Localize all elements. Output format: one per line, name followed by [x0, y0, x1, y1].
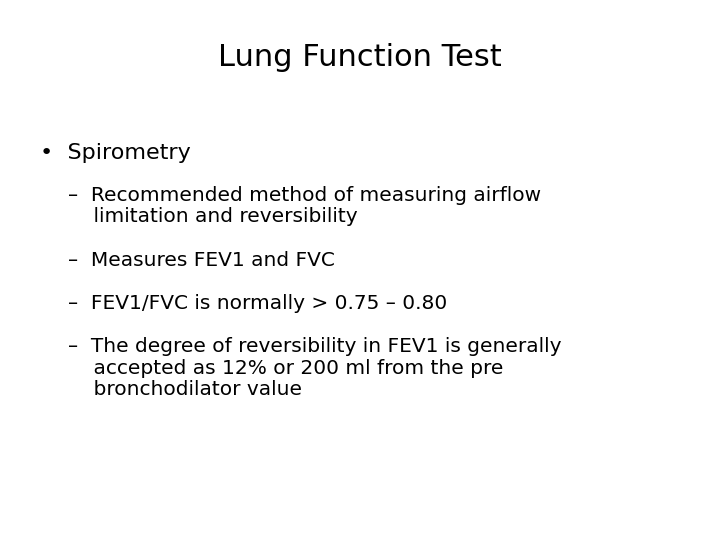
- Text: –  The degree of reversibility in FEV1 is generally: – The degree of reversibility in FEV1 is…: [68, 338, 562, 356]
- Text: bronchodilator value: bronchodilator value: [68, 380, 302, 399]
- Text: –  Measures FEV1 and FVC: – Measures FEV1 and FVC: [68, 251, 336, 270]
- Text: limitation and reversibility: limitation and reversibility: [68, 207, 358, 226]
- Text: –  FEV1/FVC is normally > 0.75 – 0.80: – FEV1/FVC is normally > 0.75 – 0.80: [68, 294, 448, 313]
- Text: accepted as 12% or 200 ml from the pre: accepted as 12% or 200 ml from the pre: [68, 359, 504, 377]
- Text: –  Recommended method of measuring airflow: – Recommended method of measuring airflo…: [68, 186, 541, 205]
- Text: •  Spirometry: • Spirometry: [40, 143, 190, 163]
- Text: Lung Function Test: Lung Function Test: [218, 43, 502, 72]
